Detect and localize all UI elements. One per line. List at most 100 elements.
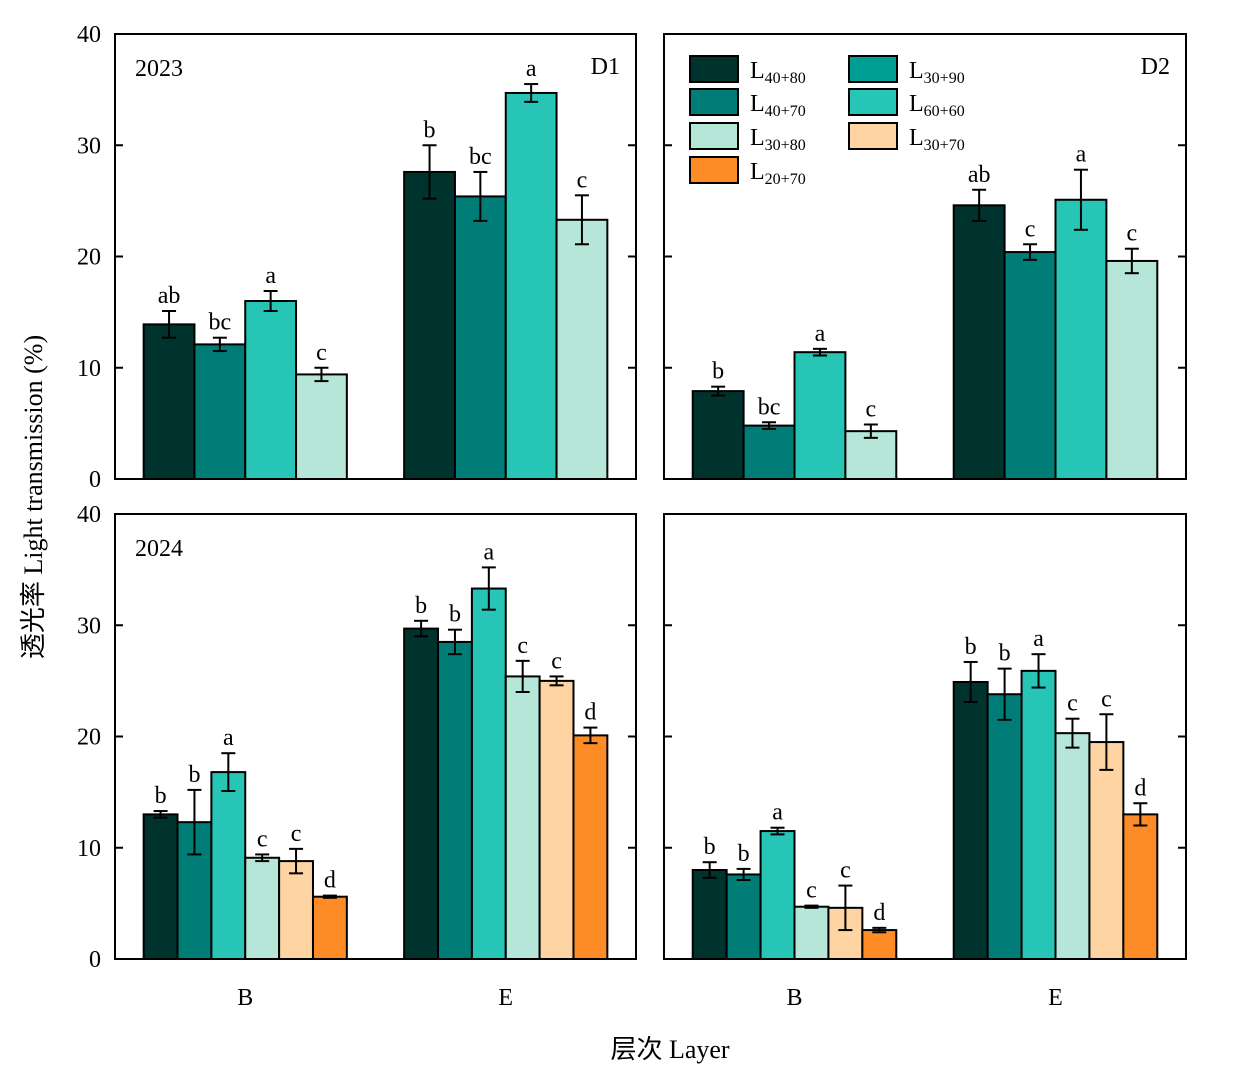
x-tick-label: B: [237, 985, 253, 1011]
bar: [470, 587, 507, 960]
significance-label: c: [866, 396, 877, 422]
bar: [244, 856, 281, 961]
bar: [538, 679, 575, 960]
bar: [691, 869, 728, 960]
significance-label: b: [999, 641, 1011, 667]
significance-label: a: [815, 321, 826, 347]
legend-label-sub: 20+70: [765, 171, 806, 188]
significance-label: c: [1101, 686, 1112, 712]
bar: [844, 430, 898, 481]
legend-label: L60+60: [909, 91, 965, 120]
significance-label: bc: [469, 144, 492, 170]
bar: [437, 640, 473, 960]
significance-label: b: [415, 593, 427, 619]
significance-label: a: [526, 56, 537, 82]
y-tick-label: 10: [77, 836, 101, 862]
bar: [244, 300, 298, 480]
bar: [555, 218, 609, 480]
legend-label-sub: 30+70: [924, 137, 965, 154]
significance-label: b: [738, 841, 750, 867]
legend-label: L30+70: [909, 125, 965, 154]
bar: [142, 813, 179, 960]
legend-label: L30+80: [750, 125, 806, 154]
y-tick-label: 20: [77, 245, 101, 271]
chart-panel-2: b bc a c ab c a c D2: [663, 33, 1187, 481]
significance-label: a: [1033, 626, 1044, 652]
bar: [952, 680, 989, 960]
legend-swatch: [689, 122, 739, 150]
bar: [742, 424, 796, 481]
legend-swatch: [689, 156, 739, 184]
bar: [1054, 198, 1108, 480]
significance-label: b: [712, 359, 724, 385]
y-tick-label: 20: [77, 725, 101, 751]
legend-swatch: [848, 88, 898, 116]
legend-label-main: L: [909, 91, 924, 117]
legend-label-main: L: [750, 91, 765, 117]
significance-label: b: [424, 117, 436, 143]
legend-item: L40+70: [689, 88, 806, 120]
x-tick-label: E: [1048, 985, 1063, 1011]
significance-label: a: [223, 725, 234, 751]
significance-label: bc: [758, 394, 781, 420]
significance-label: d: [1134, 775, 1146, 801]
bar: [793, 905, 830, 961]
bar: [1054, 732, 1091, 960]
legend-item: L30+70: [848, 122, 965, 154]
significance-label: a: [1076, 142, 1087, 168]
significance-label: c: [840, 858, 851, 884]
y-tick-label: 0: [89, 947, 101, 973]
bar: [1020, 669, 1057, 960]
y-tick-label: 10: [77, 356, 101, 382]
bar: [278, 860, 314, 960]
y-tick-label: 30: [77, 133, 101, 159]
legend-label-main: L: [750, 125, 765, 151]
significance-label: b: [155, 783, 167, 809]
y-tick-label: 40: [77, 502, 101, 528]
bar: [759, 830, 796, 960]
legend-label-sub: 30+90: [924, 70, 965, 87]
significance-label: b: [965, 634, 977, 660]
legend-swatch: [689, 55, 739, 83]
bar: [210, 771, 247, 960]
bar: [142, 323, 196, 480]
bar: [1105, 259, 1159, 481]
significance-label: c: [1127, 221, 1138, 247]
significance-label: c: [806, 878, 817, 904]
legend-label-main: L: [909, 125, 924, 151]
legend-label: L40+80: [750, 58, 806, 87]
legend-label-main: L: [750, 159, 765, 185]
bar: [311, 895, 348, 961]
legend-swatch: [689, 88, 739, 116]
significance-label: bc: [209, 310, 232, 336]
y-axis-title: 透光率 Light transmission (%): [19, 335, 48, 659]
bar: [504, 675, 541, 960]
legend-label: L30+90: [909, 58, 965, 87]
legend-item: L40+80: [689, 55, 806, 87]
bar: [572, 734, 609, 961]
significance-label: ab: [158, 283, 181, 309]
significance-label: a: [483, 539, 494, 565]
significance-label: b: [704, 834, 716, 860]
x-axis-title: 层次 Layer: [610, 1035, 729, 1064]
legend-label: L20+70: [750, 159, 806, 188]
y-tick-label: 0: [89, 467, 101, 493]
significance-label: b: [449, 602, 461, 628]
legend-label-sub: 30+80: [765, 137, 806, 154]
legend-item: L60+60: [848, 88, 965, 120]
significance-label: ab: [968, 162, 991, 188]
bar: [1088, 741, 1125, 960]
bar: [725, 873, 762, 961]
year-label: 2023: [135, 56, 183, 82]
significance-label: c: [291, 821, 302, 847]
legend-swatch: [848, 55, 898, 83]
legend-label-sub: 60+60: [924, 103, 965, 120]
significance-label: b: [188, 762, 200, 788]
bar: [986, 693, 1023, 960]
significance-label: c: [257, 826, 268, 852]
